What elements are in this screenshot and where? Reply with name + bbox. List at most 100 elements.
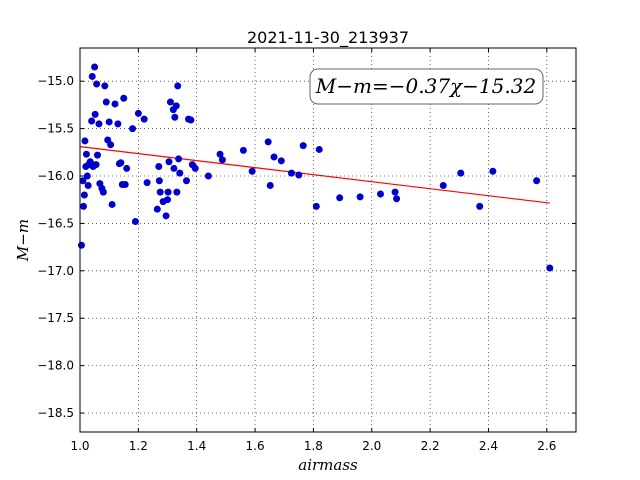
data-point — [88, 72, 96, 80]
data-point — [105, 118, 113, 126]
data-point — [82, 150, 90, 158]
data-point — [277, 157, 285, 165]
data-point — [476, 202, 484, 210]
data-point — [172, 102, 180, 110]
data-point — [288, 169, 296, 177]
data-point — [95, 120, 103, 128]
x-tick-label: 1.8 — [304, 439, 323, 453]
y-tick-label: −17.0 — [37, 264, 74, 278]
data-point — [170, 164, 178, 172]
data-point — [134, 109, 142, 117]
x-tick-label: 1.0 — [70, 439, 89, 453]
data-point — [123, 164, 131, 172]
fit-equation: M−m=−0.37χ−15.32 — [315, 74, 536, 98]
data-point — [166, 98, 174, 106]
data-point — [101, 82, 109, 90]
data-point — [187, 116, 195, 124]
y-tick-label: −15.0 — [37, 74, 74, 88]
data-point — [457, 169, 465, 177]
data-point — [91, 63, 99, 71]
x-tick-label: 1.6 — [246, 439, 265, 453]
data-point — [107, 141, 115, 149]
data-point — [91, 110, 99, 118]
data-point — [81, 137, 89, 145]
x-tick-label: 1.4 — [187, 439, 206, 453]
data-point — [114, 120, 122, 128]
data-point — [155, 177, 163, 185]
data-point — [153, 205, 161, 213]
data-point — [88, 117, 96, 125]
data-point — [93, 80, 101, 88]
fit-line — [79, 146, 550, 204]
data-point — [270, 153, 278, 161]
y-axis-label: M−m — [14, 219, 32, 262]
y-tick-label: −17.5 — [37, 311, 74, 325]
data-point — [117, 159, 125, 167]
y-tick-label: −18.5 — [37, 406, 74, 420]
data-point — [129, 125, 137, 133]
x-tick-label: 2.0 — [362, 439, 381, 453]
data-point — [377, 190, 385, 198]
plot-frame — [79, 47, 577, 433]
data-point — [108, 200, 116, 208]
data-point — [315, 145, 323, 153]
data-point — [173, 188, 181, 196]
data-point — [264, 138, 272, 146]
x-tick-label: 2.6 — [537, 439, 556, 453]
data-point — [77, 241, 85, 249]
data-point — [99, 188, 107, 196]
data-point — [79, 177, 87, 185]
data-point — [239, 146, 247, 154]
data-point — [143, 179, 151, 187]
data-point — [175, 155, 183, 163]
data-point — [92, 161, 100, 169]
data-point — [204, 172, 212, 180]
data-point — [156, 188, 164, 196]
data-point — [191, 164, 199, 172]
data-point — [131, 218, 139, 226]
x-tick-label: 1.2 — [129, 439, 148, 453]
data-point — [120, 94, 128, 102]
data-point — [295, 171, 303, 179]
fit-line-group — [79, 146, 550, 204]
data-point — [312, 202, 320, 210]
y-tick-label: −16.5 — [37, 216, 74, 230]
data-point — [439, 181, 447, 189]
data-point — [80, 202, 88, 210]
y-tick-labels: −15.0 −15.5 −16.0 −16.5 −17.0 −17.5 −18.0 −18.5 — [37, 74, 74, 420]
data-point — [80, 191, 88, 199]
data-point — [266, 181, 274, 189]
data-point — [336, 194, 344, 202]
data-point — [546, 264, 554, 272]
data-point — [102, 98, 110, 106]
data-points — [77, 63, 554, 272]
data-point — [391, 188, 399, 196]
data-point — [111, 100, 119, 108]
data-point — [218, 156, 226, 164]
data-point — [356, 193, 364, 201]
y-tick-label: −16.0 — [37, 169, 74, 183]
data-point — [162, 212, 170, 220]
data-point — [299, 142, 307, 150]
data-point — [140, 115, 148, 123]
fit-annotation-box: M−m=−0.37χ−15.32 — [309, 68, 544, 105]
chart-title: 2021-11-30_213937 — [247, 28, 409, 48]
data-point — [164, 196, 172, 204]
x-tick-label: 2.2 — [421, 439, 440, 453]
y-tick-label: −15.5 — [37, 122, 74, 136]
data-point — [164, 188, 172, 196]
data-point — [174, 82, 182, 90]
data-point — [216, 150, 224, 158]
x-tick-labels: 1.0 1.2 1.4 1.6 1.8 2.0 2.2 2.4 2.6 — [70, 439, 556, 453]
data-point — [176, 169, 184, 177]
data-point — [165, 158, 173, 166]
data-point — [84, 181, 92, 189]
y-tick-label: −18.0 — [37, 359, 74, 373]
axis-ticks — [79, 48, 576, 432]
data-point — [489, 167, 497, 175]
data-point — [248, 167, 256, 175]
x-axis-label: airmass — [298, 456, 358, 474]
data-point — [121, 181, 129, 189]
data-point — [393, 195, 401, 203]
